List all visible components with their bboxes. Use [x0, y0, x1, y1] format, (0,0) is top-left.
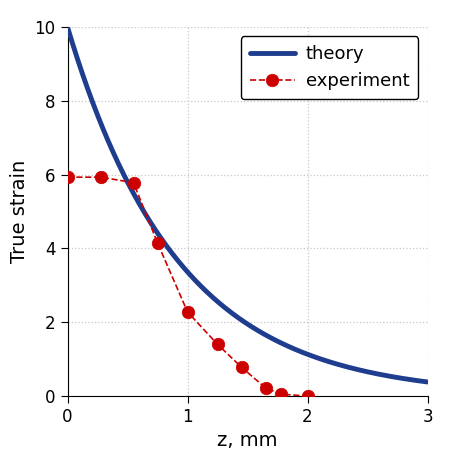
- theory: [211, 295, 216, 300]
- theory: [425, 379, 430, 385]
- experiment: [99, 175, 104, 180]
- X-axis label: z, mm: z, mm: [217, 432, 278, 450]
- experiment: [131, 180, 136, 185]
- experiment: [279, 392, 284, 397]
- experiment: [65, 175, 70, 180]
- theory: [346, 364, 351, 370]
- Legend: theory, experiment: theory, experiment: [241, 36, 418, 99]
- theory: [65, 24, 70, 30]
- Line: theory: theory: [68, 27, 427, 382]
- experiment: [215, 342, 220, 347]
- experiment: [185, 309, 190, 315]
- Line: experiment: experiment: [61, 171, 314, 402]
- experiment: [239, 364, 244, 370]
- theory: [102, 129, 107, 135]
- theory: [312, 354, 317, 360]
- theory: [352, 366, 357, 372]
- theory: [223, 306, 229, 311]
- experiment: [263, 385, 268, 391]
- experiment: [305, 393, 310, 399]
- Y-axis label: True strain: True strain: [10, 160, 29, 263]
- experiment: [155, 240, 160, 246]
